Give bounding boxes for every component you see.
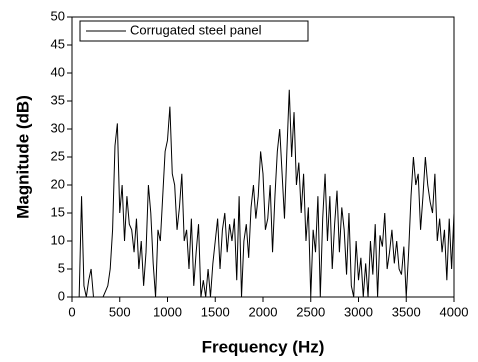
x-tick-label: 1000 <box>153 304 182 319</box>
y-tick-label: 40 <box>51 64 65 79</box>
y-axis-label: Magnitude (dB) <box>13 95 32 219</box>
x-tick-label: 3000 <box>344 304 373 319</box>
y-tick-label: 10 <box>51 232 65 247</box>
y-tick-label: 20 <box>51 176 65 191</box>
y-tick-label: 35 <box>51 92 65 107</box>
y-tick-label: 25 <box>51 148 65 163</box>
plot-frame <box>71 16 455 298</box>
legend-label: Corrugated steel panel <box>130 22 262 37</box>
y-tick-label: 0 <box>58 288 65 303</box>
x-tick-label: 500 <box>109 304 131 319</box>
y-tick-label: 5 <box>58 260 65 275</box>
x-tick-label: 4000 <box>440 304 469 319</box>
data-line <box>72 89 454 297</box>
x-tick-label: 1500 <box>201 304 230 319</box>
y-tick-label: 50 <box>51 8 65 23</box>
x-axis-label: Frequency (Hz) <box>202 337 325 356</box>
x-tick-label: 2500 <box>296 304 325 319</box>
x-tick-label: 2000 <box>249 304 278 319</box>
x-tick-label: 0 <box>68 304 75 319</box>
x-tick-label: 3500 <box>392 304 421 319</box>
y-tick-label: 15 <box>51 204 65 219</box>
y-tick-label: 30 <box>51 120 65 135</box>
y-tick-label: 45 <box>51 36 65 51</box>
legend-box <box>79 20 309 42</box>
